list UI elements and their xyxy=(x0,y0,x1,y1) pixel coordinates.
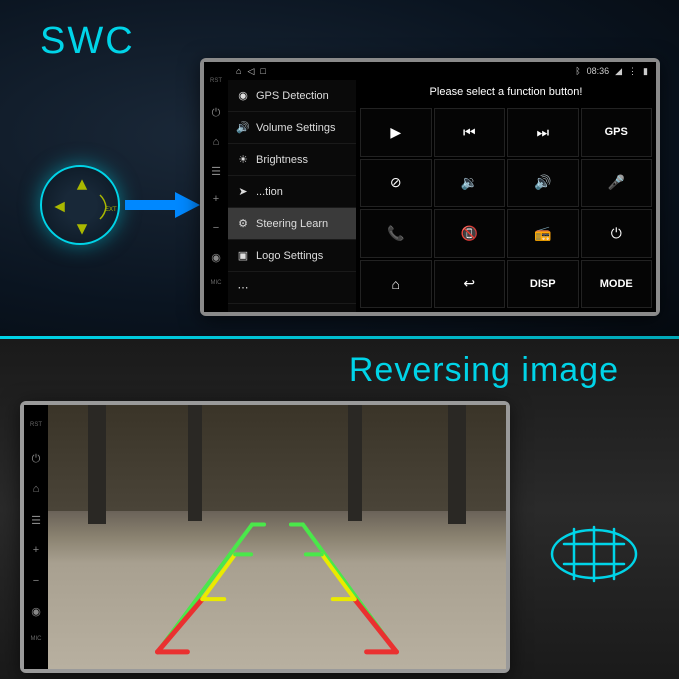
func-prev-button[interactable]: ⏮ xyxy=(434,108,506,157)
nav-recent-icon[interactable]: □ xyxy=(260,66,265,76)
func-home-button[interactable]: ⌂ xyxy=(360,260,432,309)
logo-icon: ▣ xyxy=(236,249,250,263)
side2-vol-up-icon[interactable]: + xyxy=(28,544,44,560)
menu-item-label: GPS Detection xyxy=(256,90,329,102)
rst-label-2: RST xyxy=(28,422,44,438)
device-side-buttons: RST ⏻ ⌂ ☰ + − ◉ MIC xyxy=(204,62,228,312)
func-vol-up-button[interactable]: 🔊 xyxy=(507,159,579,208)
menu-item-label: Steering Learn xyxy=(256,218,328,230)
vol-icon: 🔊 xyxy=(236,121,250,135)
function-grid: ▶⏮⏭GPS ⊘🔉🔊🎤 📞📵📻⏻ ⌂↩DISPMODE xyxy=(356,104,656,312)
func-mic-button[interactable]: 🎤 xyxy=(581,159,653,208)
func-back-button[interactable]: ↩ xyxy=(434,260,506,309)
nav-back-icon[interactable]: ◁ xyxy=(247,66,254,77)
func-hangup-button[interactable]: 📵 xyxy=(434,209,506,258)
swc-title: SWC xyxy=(40,20,135,63)
menu-item-nav[interactable]: ➤ ...tion xyxy=(228,176,356,208)
func-vol-down-button[interactable]: 🔉 xyxy=(434,159,506,208)
battery-icon: ▮ xyxy=(643,66,648,77)
parking-diagram-icon xyxy=(549,509,639,599)
menu-item-bright[interactable]: ☀ Brightness xyxy=(228,144,356,176)
mic-label-2: MIC xyxy=(28,636,44,652)
menu-item-label: Volume Settings xyxy=(256,122,336,134)
func-play-button[interactable]: ▶ xyxy=(360,108,432,157)
steering-wheel-control-icon: EXT xyxy=(40,165,120,245)
steer-icon: ⚙ xyxy=(236,217,250,231)
func-mode-button[interactable]: MODE xyxy=(581,260,653,309)
nav-home-icon[interactable]: ⌂ xyxy=(236,66,241,76)
signal-icon: ◢ xyxy=(615,66,622,77)
side2-menu-icon[interactable]: ☰ xyxy=(28,514,44,530)
arrow-icon xyxy=(125,190,200,220)
svg-text:EXT: EXT xyxy=(105,207,117,213)
menu-item-gps[interactable]: ◉ GPS Detection xyxy=(228,80,356,112)
parking-guide-lines xyxy=(48,405,506,668)
wifi-icon: ⋮ xyxy=(628,66,637,77)
side-menu-icon[interactable]: ☰ xyxy=(208,165,224,181)
func-power-button[interactable]: ⏻ xyxy=(581,209,653,258)
bright-icon: ☀ xyxy=(236,153,250,167)
swc-panel: SWC EXT RST ⏻ ⌂ ☰ + − ◉ MI xyxy=(0,0,679,339)
func-mute-button[interactable]: ⊘ xyxy=(360,159,432,208)
func-call-button[interactable]: 📞 xyxy=(360,209,432,258)
more-icon: ⋯ xyxy=(236,281,250,295)
function-header: Please select a function button! xyxy=(356,80,656,104)
side-power-icon[interactable]: ⏻ xyxy=(208,107,224,123)
side2-home-icon[interactable]: ⌂ xyxy=(28,483,44,499)
menu-item-label: Logo Settings xyxy=(256,250,323,262)
side-vol-down-icon[interactable]: − xyxy=(208,222,224,238)
bt-icon: ᛒ xyxy=(575,66,580,76)
device2-side-buttons: RST ⏻ ⌂ ☰ + − ◉ MIC xyxy=(24,405,48,669)
clock: 08:36 xyxy=(587,66,610,76)
menu-item-steer[interactable]: ⚙ Steering Learn xyxy=(228,208,356,240)
func-disp-button[interactable]: DISP xyxy=(507,260,579,309)
menu-item-more[interactable]: ⋯ xyxy=(228,272,356,304)
head-unit-bottom: RST ⏻ ⌂ ☰ + − ◉ MIC xyxy=(20,401,510,673)
reverse-camera-view xyxy=(48,405,506,669)
side2-rec-icon[interactable]: ◉ xyxy=(28,605,44,621)
func-radio-button[interactable]: 📻 xyxy=(507,209,579,258)
func-gps-button[interactable]: GPS xyxy=(581,108,653,157)
menu-item-logo[interactable]: ▣ Logo Settings xyxy=(228,240,356,272)
side2-vol-down-icon[interactable]: − xyxy=(28,575,44,591)
head-unit-top: RST ⏻ ⌂ ☰ + − ◉ MIC ⌂ ◁ □ ᛒ xyxy=(200,58,660,316)
side2-power-icon[interactable]: ⏻ xyxy=(28,453,44,469)
status-bar: ⌂ ◁ □ ᛒ 08:36 ◢ ⋮ ▮ xyxy=(228,62,656,80)
rst-label: RST xyxy=(208,78,224,94)
nav-icon: ➤ xyxy=(236,185,250,199)
menu-item-vol[interactable]: 🔊 Volume Settings xyxy=(228,112,356,144)
side-vol-up-icon[interactable]: + xyxy=(208,193,224,209)
reversing-panel: Reversing image RST ⏻ ⌂ ☰ + − ◉ MIC xyxy=(0,339,679,679)
settings-menu: ◉ GPS Detection 🔊 Volume Settings ☀ Brightnes… xyxy=(228,80,356,312)
side-rec-icon[interactable]: ◉ xyxy=(208,251,224,267)
reversing-title: Reversing image xyxy=(349,351,619,390)
gps-icon: ◉ xyxy=(236,89,250,103)
side-home-icon[interactable]: ⌂ xyxy=(208,136,224,152)
func-next-button[interactable]: ⏭ xyxy=(507,108,579,157)
mic-label: MIC xyxy=(208,280,224,296)
menu-item-label: ...tion xyxy=(256,186,283,198)
menu-item-label: Brightness xyxy=(256,154,308,166)
